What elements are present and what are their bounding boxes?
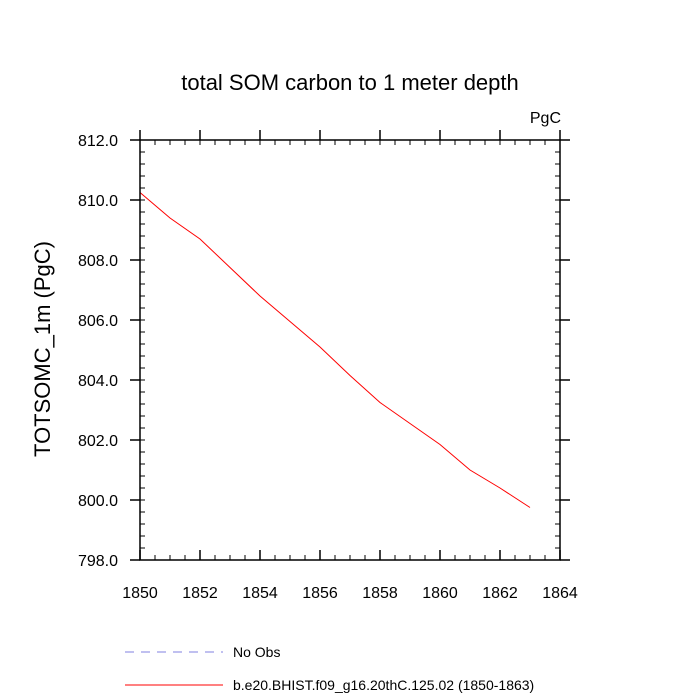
y-tick-label: 810.0 [78, 193, 118, 210]
series-line [139, 192, 531, 508]
x-tick-label: 1854 [242, 585, 278, 602]
legend: No Obs b.e20.BHIST.f09_g16.20thC.125.02 (… [125, 644, 534, 693]
x-tick-label: 1860 [422, 585, 458, 602]
x-tick-label: 1856 [302, 585, 338, 602]
x-tick-label: 1858 [362, 585, 398, 602]
y-tick-label: 812.0 [78, 133, 118, 150]
major-ticks [130, 130, 570, 561]
y-tick-label: 802.0 [78, 433, 118, 450]
x-tick-labels: 1850 1852 1854 1856 1858 1860 1862 1864 [122, 585, 578, 602]
units-label: PgC [530, 110, 561, 127]
x-tick-label: 1850 [122, 585, 158, 602]
y-tick-labels: 798.0 800.0 802.0 804.0 806.0 808.0 810.0 812.0 [78, 133, 118, 570]
y-tick-label: 800.0 [78, 493, 118, 510]
minor-ticks [139, 139, 561, 561]
plot-frame [139, 139, 561, 561]
x-tick-label: 1864 [542, 585, 578, 602]
y-tick-label: 806.0 [78, 313, 118, 330]
legend-label: No Obs [233, 644, 280, 660]
x-tick-label: 1862 [482, 585, 518, 602]
x-tick-label: 1852 [182, 585, 218, 602]
series-layer [139, 192, 531, 508]
y-tick-label: 808.0 [78, 253, 118, 270]
y-axis-label: TOTSOMC_1m (PgC) [30, 241, 55, 457]
legend-label: b.e20.BHIST.f09_g16.20thC.125.02 (1850-1… [233, 677, 534, 693]
y-tick-label: 798.0 [78, 553, 118, 570]
chart-title: total SOM carbon to 1 meter depth [181, 70, 519, 95]
y-tick-label: 804.0 [78, 373, 118, 390]
